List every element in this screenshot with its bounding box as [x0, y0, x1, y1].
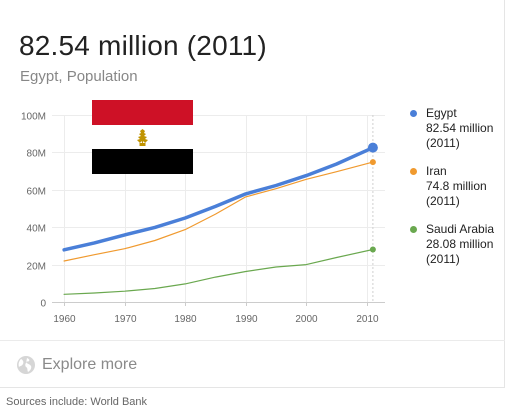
explore-more-label: Explore more [42, 356, 138, 373]
legend-dot [410, 226, 417, 233]
source-bar: Sources include: World Bank [0, 392, 511, 415]
series-line-egypt [62, 145, 375, 252]
legend-year: (2011) [426, 136, 460, 150]
series-endpoint [369, 246, 376, 253]
chart-endpoints [367, 142, 378, 253]
legend-dot [410, 110, 417, 117]
source-note: Sources include: World Bank [6, 396, 148, 408]
legend-year: (2011) [426, 252, 460, 266]
chart-legend: Egypt 82.54 million (2011) Iran 74.8 mil… [410, 106, 505, 280]
legend-item-saudi-arabia[interactable]: Saudi Arabia 28.08 million (2011) [410, 222, 505, 267]
chart-axes: 0 20M 40M 60M 80M 100M 1960 1970 1980 1990 2000 201… [21, 112, 379, 326]
egypt-flag-icon [92, 100, 193, 174]
legend-name: Saudi Arabia [426, 222, 495, 236]
series-endpoint [367, 142, 378, 153]
legend-item-egypt[interactable]: Egypt 82.54 million (2011) [410, 106, 505, 151]
legend-value: 74.8 million [426, 179, 487, 193]
series-endpoint [369, 159, 376, 166]
legend-year: (2011) [426, 194, 460, 208]
divider [0, 340, 505, 341]
y-tick-label: 100M [21, 112, 46, 123]
y-tick-label: 80M [27, 149, 46, 160]
series-line-saudi-arabia [63, 248, 374, 295]
chart-series [62, 145, 375, 295]
x-tick-label: 2000 [295, 314, 318, 325]
y-tick-label: 0 [40, 299, 46, 310]
x-tick-label: 1960 [53, 314, 76, 325]
legend-dot [410, 168, 417, 175]
x-tick-label: 1980 [174, 314, 197, 325]
eagle-of-saladin-icon [137, 129, 148, 146]
legend-name: Iran [426, 164, 447, 178]
legend-item-iran[interactable]: Iran 74.8 million (2011) [410, 164, 505, 209]
legend-name: Egypt [426, 106, 457, 120]
x-tick-label: 1970 [114, 314, 137, 325]
series-line-iran [63, 161, 374, 262]
x-tick-label: 1990 [235, 314, 258, 325]
globe-icon [17, 356, 35, 374]
headline-value: 82.54 million (2011) [19, 30, 267, 61]
headline-subtitle: Egypt, Population [20, 68, 138, 85]
population-card: 82.54 million (2011) Egypt, Population 0… [0, 0, 505, 388]
population-chart[interactable]: 0 20M 40M 60M 80M 100M 1960 1970 1980 1990 2000 201… [0, 0, 511, 340]
y-tick-label: 40M [27, 224, 46, 235]
legend-value: 28.08 million [426, 237, 494, 251]
x-tick-label: 2010 [356, 314, 379, 325]
y-tick-label: 60M [27, 187, 46, 198]
y-tick-label: 20M [27, 262, 46, 273]
legend-value: 82.54 million [426, 121, 494, 135]
